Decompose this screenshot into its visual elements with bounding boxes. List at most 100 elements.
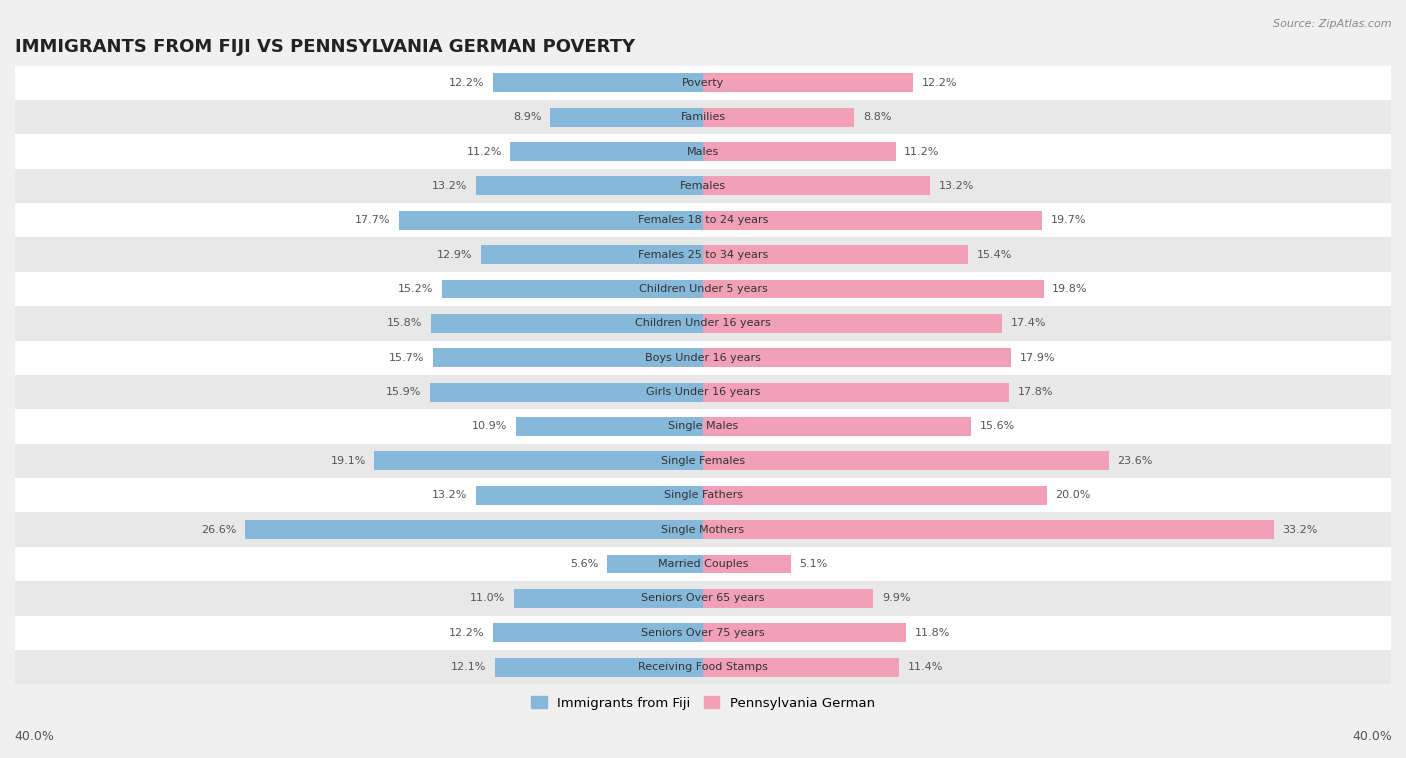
Bar: [606, 555, 703, 573]
Bar: [477, 486, 703, 505]
Text: Females 25 to 34 years: Females 25 to 34 years: [638, 249, 768, 260]
Text: 10.9%: 10.9%: [471, 421, 508, 431]
Bar: [703, 452, 1109, 470]
Bar: [703, 280, 1043, 299]
Text: 20.0%: 20.0%: [1056, 490, 1091, 500]
Text: Females 18 to 24 years: Females 18 to 24 years: [638, 215, 768, 225]
Text: Seniors Over 75 years: Seniors Over 75 years: [641, 628, 765, 637]
Text: Single Mothers: Single Mothers: [661, 525, 745, 534]
Text: 40.0%: 40.0%: [14, 730, 53, 743]
Text: 5.1%: 5.1%: [800, 559, 828, 569]
Text: 19.8%: 19.8%: [1052, 284, 1088, 294]
Text: 13.2%: 13.2%: [432, 181, 467, 191]
Text: 33.2%: 33.2%: [1282, 525, 1317, 534]
Text: 13.2%: 13.2%: [432, 490, 467, 500]
Bar: [481, 245, 703, 264]
Bar: [703, 74, 912, 92]
Text: 12.2%: 12.2%: [921, 78, 957, 88]
Bar: [703, 314, 1002, 333]
Text: 15.8%: 15.8%: [387, 318, 423, 328]
Bar: [494, 74, 703, 92]
Bar: [15, 375, 1391, 409]
Text: 19.1%: 19.1%: [330, 456, 366, 466]
Bar: [703, 555, 790, 573]
Text: 40.0%: 40.0%: [1353, 730, 1392, 743]
Bar: [703, 658, 898, 677]
Bar: [703, 383, 1010, 402]
Text: Seniors Over 65 years: Seniors Over 65 years: [641, 594, 765, 603]
Bar: [15, 203, 1391, 237]
Text: Children Under 16 years: Children Under 16 years: [636, 318, 770, 328]
Text: 15.6%: 15.6%: [980, 421, 1015, 431]
Bar: [703, 349, 1011, 367]
Bar: [15, 512, 1391, 547]
Bar: [15, 66, 1391, 100]
Text: Poverty: Poverty: [682, 78, 724, 88]
Text: Boys Under 16 years: Boys Under 16 years: [645, 352, 761, 363]
Text: 15.9%: 15.9%: [385, 387, 420, 397]
Text: 12.2%: 12.2%: [449, 78, 485, 88]
Text: 8.9%: 8.9%: [513, 112, 541, 122]
Text: Females: Females: [681, 181, 725, 191]
Bar: [441, 280, 703, 299]
Bar: [550, 108, 703, 127]
Bar: [15, 134, 1391, 169]
Bar: [15, 100, 1391, 134]
Bar: [510, 142, 703, 161]
Text: Girls Under 16 years: Girls Under 16 years: [645, 387, 761, 397]
Bar: [15, 237, 1391, 272]
Bar: [15, 409, 1391, 443]
Bar: [477, 177, 703, 196]
Text: 15.2%: 15.2%: [398, 284, 433, 294]
Bar: [15, 478, 1391, 512]
Bar: [432, 314, 703, 333]
Text: 11.2%: 11.2%: [467, 146, 502, 157]
Text: Receiving Food Stamps: Receiving Food Stamps: [638, 662, 768, 672]
Bar: [15, 581, 1391, 615]
Text: 15.4%: 15.4%: [977, 249, 1012, 260]
Text: 19.7%: 19.7%: [1050, 215, 1085, 225]
Bar: [495, 658, 703, 677]
Text: 17.8%: 17.8%: [1018, 387, 1053, 397]
Text: 12.9%: 12.9%: [437, 249, 472, 260]
Text: 8.8%: 8.8%: [863, 112, 891, 122]
Text: 9.9%: 9.9%: [882, 594, 910, 603]
Bar: [703, 417, 972, 436]
Text: 17.9%: 17.9%: [1019, 352, 1054, 363]
Bar: [15, 306, 1391, 340]
Bar: [703, 142, 896, 161]
Bar: [15, 615, 1391, 650]
Bar: [429, 383, 703, 402]
Bar: [374, 452, 703, 470]
Bar: [703, 520, 1274, 539]
Text: 11.4%: 11.4%: [908, 662, 943, 672]
Text: Married Couples: Married Couples: [658, 559, 748, 569]
Bar: [15, 272, 1391, 306]
Text: 12.2%: 12.2%: [449, 628, 485, 637]
Bar: [15, 650, 1391, 684]
Bar: [15, 169, 1391, 203]
Bar: [433, 349, 703, 367]
Bar: [703, 589, 873, 608]
Text: 13.2%: 13.2%: [939, 181, 974, 191]
Text: 17.7%: 17.7%: [354, 215, 389, 225]
Text: 5.6%: 5.6%: [569, 559, 598, 569]
Bar: [494, 623, 703, 642]
Bar: [703, 623, 905, 642]
Text: Children Under 5 years: Children Under 5 years: [638, 284, 768, 294]
Bar: [15, 443, 1391, 478]
Text: 26.6%: 26.6%: [201, 525, 236, 534]
Text: Families: Families: [681, 112, 725, 122]
Bar: [703, 211, 1042, 230]
Bar: [513, 589, 703, 608]
Bar: [703, 486, 1047, 505]
Text: IMMIGRANTS FROM FIJI VS PENNSYLVANIA GERMAN POVERTY: IMMIGRANTS FROM FIJI VS PENNSYLVANIA GER…: [15, 38, 636, 56]
Bar: [703, 245, 967, 264]
Text: Single Males: Single Males: [668, 421, 738, 431]
Bar: [703, 108, 855, 127]
Text: 17.4%: 17.4%: [1011, 318, 1046, 328]
Bar: [398, 211, 703, 230]
Text: Source: ZipAtlas.com: Source: ZipAtlas.com: [1274, 19, 1392, 29]
Text: Single Fathers: Single Fathers: [664, 490, 742, 500]
Text: Males: Males: [688, 146, 718, 157]
